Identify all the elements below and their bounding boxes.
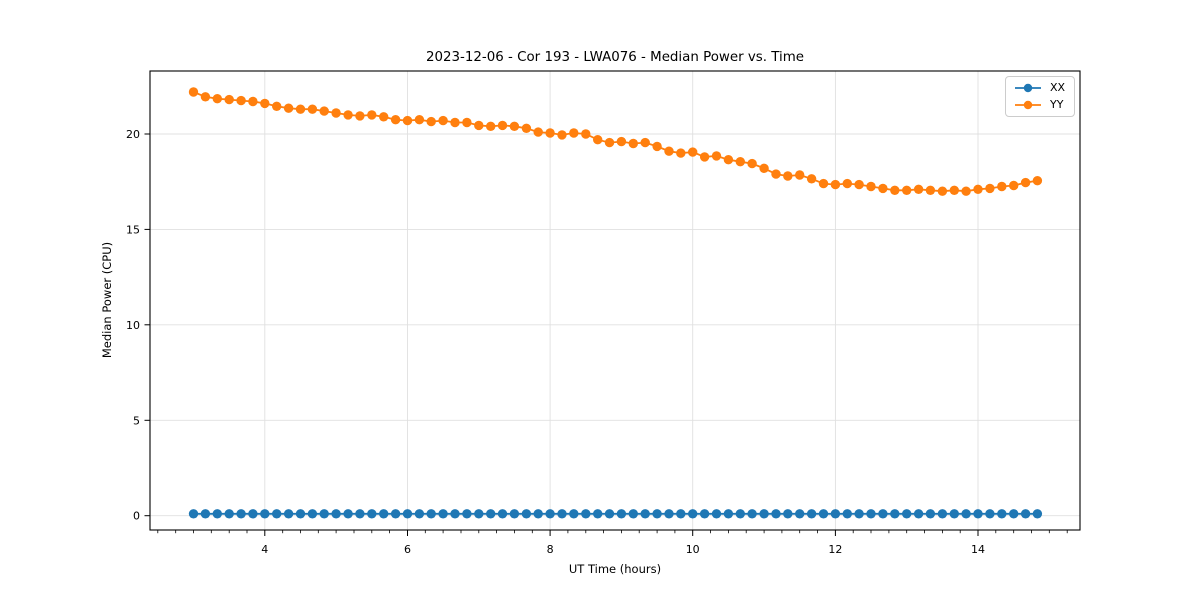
x-axis-label: UT Time (hours): [568, 562, 662, 576]
legend-line-marker-yy-icon: [1015, 100, 1041, 110]
legend-label-xx: XX: [1050, 81, 1066, 94]
x-tick-label: 10: [686, 543, 700, 556]
x-tick-label: 12: [828, 543, 842, 556]
series-yy: [188, 87, 1043, 196]
y-tick-label: 10: [126, 319, 140, 332]
legend-item-yy: YY: [1013, 99, 1065, 111]
plot-border: [149, 70, 1081, 531]
chart-title: 2023-12-06 - Cor 193 - LWA076 - Median P…: [425, 50, 805, 65]
x-tick-label: 4: [261, 543, 268, 556]
x-tick-label: 14: [971, 543, 985, 556]
x-axis-ticks: 4 6 8 10 12 14: [261, 530, 985, 556]
y-tick-label: 20: [126, 128, 140, 141]
grid: [150, 71, 1080, 530]
legend: XX YY: [1005, 76, 1076, 117]
y-tick-label: 15: [126, 223, 140, 236]
x-tick-label: 6: [404, 543, 411, 556]
x-tick-label: 8: [547, 543, 554, 556]
legend-label-yy: YY: [1050, 98, 1064, 111]
y-tick-label: 5: [133, 414, 140, 427]
legend-item-xx: XX: [1013, 82, 1065, 94]
y-axis-ticks: 0 5 10 15 20: [126, 128, 150, 523]
series-xx: [188, 509, 1043, 519]
y-tick-label: 0: [133, 510, 140, 523]
legend-line-marker-xx-icon: [1015, 83, 1041, 93]
